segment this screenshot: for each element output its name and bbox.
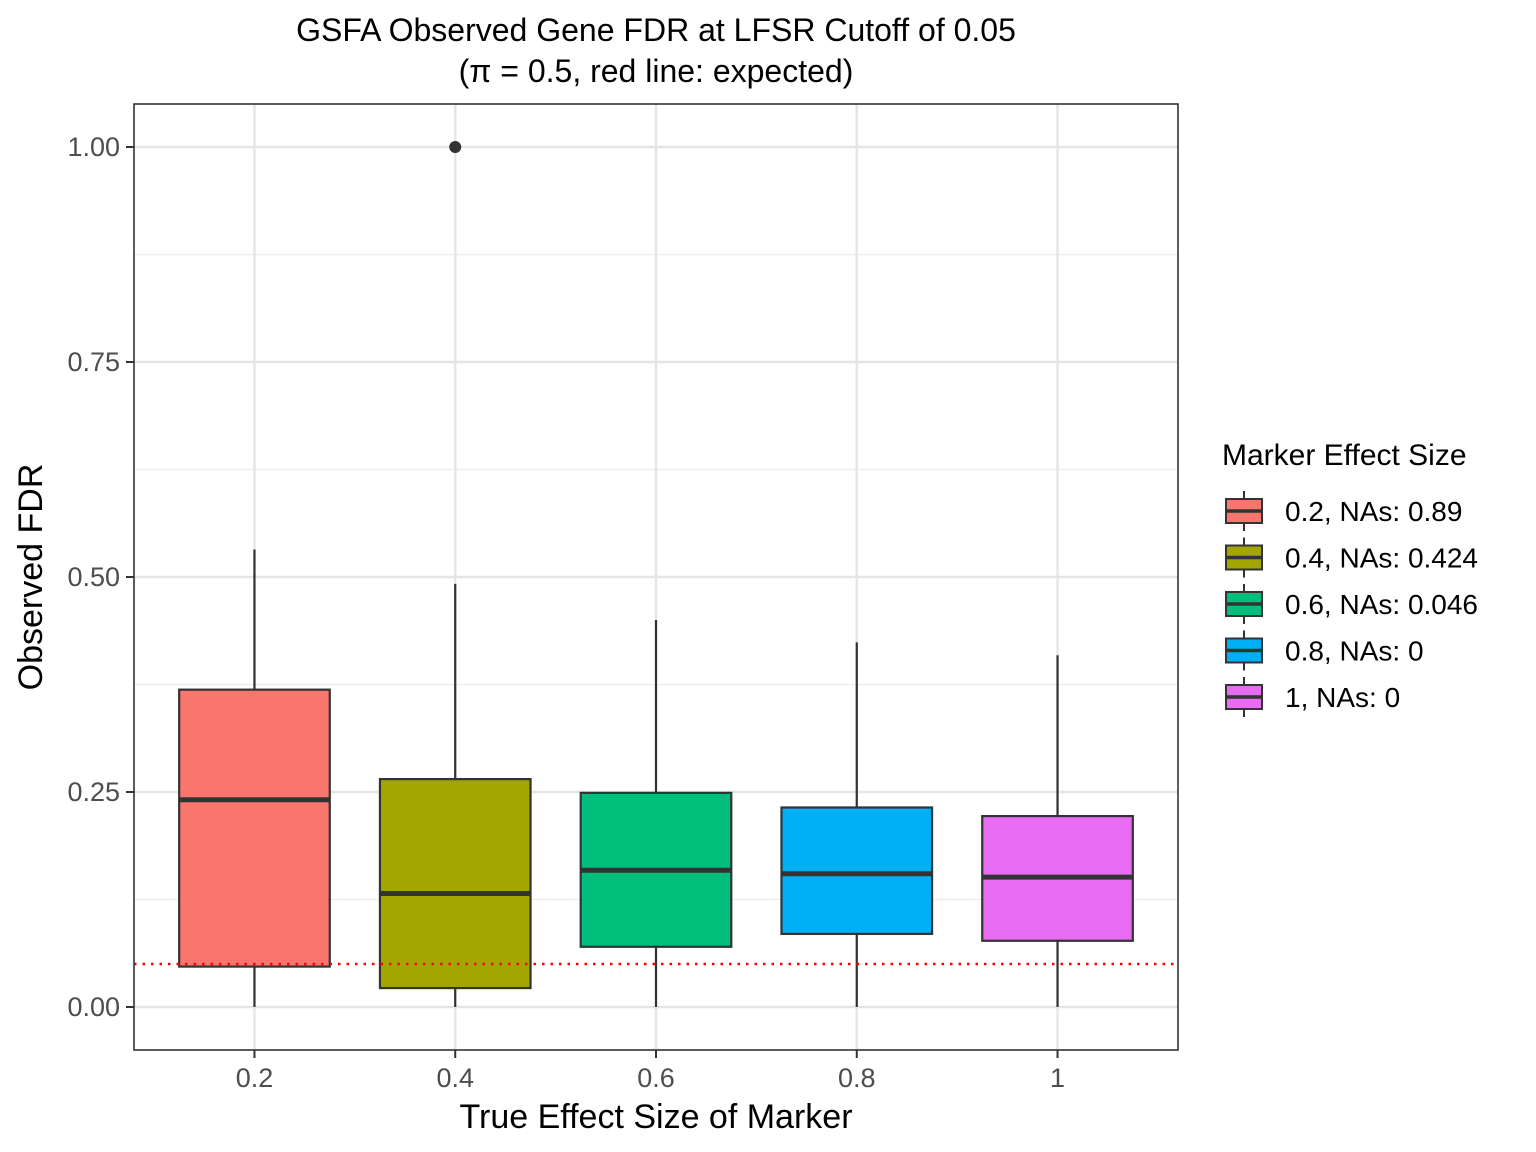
chart-subtitle: (π = 0.5, red line: expected) — [459, 53, 854, 89]
legend-label: 0.6, NAs: 0.046 — [1285, 589, 1478, 620]
legend-item: 0.4, NAs: 0.424 — [1225, 537, 1478, 578]
x-axis-title: True Effect Size of Marker — [459, 1098, 852, 1136]
outlier-point — [449, 141, 462, 153]
x-tick-label: 0.6 — [637, 1063, 675, 1093]
legend-item: 0.6, NAs: 0.046 — [1225, 584, 1478, 624]
x-tick-label: 0.4 — [436, 1063, 474, 1093]
y-tick-label: 1.00 — [67, 132, 120, 162]
chart-title: GSFA Observed Gene FDR at LFSR Cutoff of… — [296, 12, 1016, 48]
legend: Marker Effect Size 0.2, NAs: 0.89 0.4, NA… — [1222, 439, 1478, 717]
y-tick-label: 0.75 — [67, 347, 120, 377]
boxplot-1 — [981, 655, 1134, 1007]
legend-title: Marker Effect Size — [1222, 439, 1467, 472]
y-tick-label: 0.00 — [67, 992, 120, 1022]
legend-item: 1, NAs: 0 — [1225, 677, 1400, 717]
boxplot-0.4 — [378, 141, 532, 1007]
legend-label: 1, NAs: 0 — [1285, 682, 1400, 713]
y-axis: 0.00 0.25 0.50 0.75 1.00 — [67, 132, 134, 1022]
boxplot-0.6 — [579, 620, 733, 1007]
y-axis-title: Observed FDR — [12, 464, 50, 691]
legend-item: 0.8, NAs: 0 — [1225, 630, 1424, 671]
boxplot-0.8 — [780, 642, 934, 1007]
legend-label: 0.4, NAs: 0.424 — [1285, 543, 1478, 574]
box — [378, 777, 532, 990]
legend-item: 0.2, NAs: 0.89 — [1225, 491, 1462, 531]
boxplot-0.2 — [178, 549, 331, 1007]
y-tick-label: 0.50 — [67, 562, 120, 592]
boxplots — [178, 141, 1134, 1007]
x-tick-label: 0.8 — [838, 1063, 876, 1093]
y-tick-label: 0.25 — [67, 777, 120, 807]
box — [178, 688, 331, 968]
x-tick-label: 1 — [1050, 1063, 1065, 1093]
legend-label: 0.8, NAs: 0 — [1285, 636, 1424, 667]
x-axis: 0.2 0.4 0.6 0.8 1 — [236, 1050, 1065, 1093]
box — [780, 806, 934, 935]
x-tick-label: 0.2 — [236, 1063, 274, 1093]
legend-label: 0.2, NAs: 0.89 — [1285, 496, 1462, 527]
